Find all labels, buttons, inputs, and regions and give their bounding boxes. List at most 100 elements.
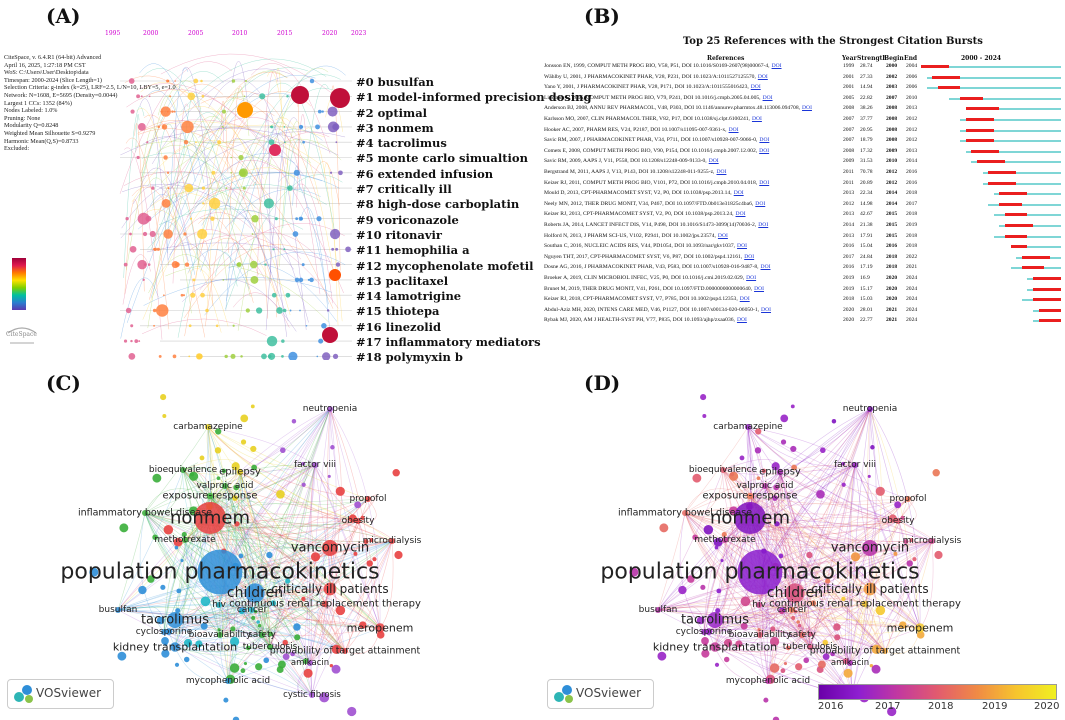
keyword-node-labeled[interactable] bbox=[867, 406, 873, 412]
keyword-node-labeled[interactable] bbox=[170, 642, 180, 652]
keyword-node-labeled[interactable] bbox=[259, 632, 265, 638]
keyword-node-labeled[interactable] bbox=[321, 600, 329, 608]
citation-link bbox=[267, 82, 337, 240]
keyword-node-labeled[interactable] bbox=[225, 678, 231, 684]
citation-link bbox=[173, 122, 177, 171]
doi-link[interactable]: DOI bbox=[736, 317, 747, 324]
keyword-node-labeled[interactable] bbox=[745, 424, 751, 430]
keyword-node-labeled[interactable] bbox=[737, 549, 783, 595]
keyword-node-labeled[interactable] bbox=[862, 540, 878, 556]
doi-link[interactable]: DOI bbox=[759, 147, 770, 154]
doi-link[interactable]: DOI bbox=[750, 84, 761, 91]
keyword-node-labeled[interactable] bbox=[115, 607, 121, 613]
keyword-node-labeled[interactable] bbox=[245, 583, 265, 603]
keyword-node-labeled[interactable] bbox=[734, 502, 766, 534]
keyword-node-labeled[interactable] bbox=[710, 642, 720, 652]
keyword-node-labeled[interactable] bbox=[222, 483, 228, 489]
keyword-node-labeled[interactable] bbox=[217, 632, 223, 638]
doi-link[interactable]: DOI bbox=[754, 285, 765, 292]
keyword-node-labeled[interactable] bbox=[785, 583, 805, 603]
keyword-node-labeled[interactable] bbox=[789, 607, 795, 613]
doi-link[interactable]: DOI bbox=[728, 126, 739, 133]
doi-link[interactable]: DOI bbox=[751, 116, 762, 122]
keyword-node-labeled[interactable] bbox=[142, 510, 148, 516]
reference-node bbox=[238, 168, 248, 178]
keyword-node-labeled[interactable] bbox=[807, 644, 813, 650]
keyword-node-labeled[interactable] bbox=[216, 602, 222, 608]
keyword-node-labeled[interactable] bbox=[720, 467, 726, 473]
doi-link[interactable]: DOI bbox=[717, 232, 728, 239]
keyword-node-labeled[interactable] bbox=[915, 623, 925, 633]
doi-link[interactable]: DOI bbox=[758, 222, 769, 228]
doi-link[interactable]: DOI bbox=[759, 179, 770, 186]
doi-link[interactable]: DOI bbox=[760, 264, 771, 271]
doi-link[interactable]: DOI bbox=[771, 63, 782, 69]
keyword-node-labeled[interactable] bbox=[322, 540, 338, 556]
keyword-node-labeled[interactable] bbox=[861, 600, 869, 608]
keyword-node-labeled[interactable] bbox=[327, 406, 333, 412]
keyword-node-labeled[interactable] bbox=[762, 483, 768, 489]
keyword-node-labeled[interactable] bbox=[167, 612, 183, 628]
keyword-node-labeled[interactable] bbox=[197, 549, 243, 595]
keyword-node-labeled[interactable] bbox=[206, 492, 214, 500]
keyword-node-labeled[interactable] bbox=[722, 537, 728, 543]
keyword-node-labeled[interactable] bbox=[161, 629, 167, 635]
keyword-node-labeled[interactable] bbox=[707, 612, 723, 628]
keyword-node-labeled[interactable] bbox=[249, 607, 255, 613]
doi-link[interactable]: DOI bbox=[739, 296, 750, 303]
keyword-node-labeled[interactable] bbox=[756, 602, 762, 608]
keyword-node-labeled[interactable] bbox=[342, 648, 348, 654]
keyword-node-labeled[interactable] bbox=[312, 462, 318, 468]
keyword-node-labeled[interactable] bbox=[323, 582, 337, 596]
keyword-node-labeled[interactable] bbox=[799, 632, 805, 638]
keyword-node-labeled[interactable] bbox=[701, 629, 707, 635]
keyword-node-labeled[interactable] bbox=[194, 502, 226, 534]
co-occurrence-link bbox=[261, 588, 331, 636]
keyword-node-labeled[interactable] bbox=[776, 468, 784, 476]
doi-link[interactable]: DOI bbox=[761, 306, 771, 313]
keyword-node-labeled[interactable] bbox=[182, 537, 188, 543]
keyword-node-labeled[interactable] bbox=[895, 518, 901, 524]
keyword-node-labeled[interactable] bbox=[375, 623, 385, 633]
keyword-node-labeled[interactable] bbox=[389, 538, 395, 544]
co-occurrence-link bbox=[314, 464, 381, 629]
keyword-node-labeled[interactable] bbox=[746, 492, 754, 500]
keyword-node-labeled[interactable] bbox=[905, 496, 911, 502]
keyword-node-labeled[interactable] bbox=[236, 468, 244, 476]
keyword-node-labeled[interactable] bbox=[765, 678, 771, 684]
keyword-node-labeled[interactable] bbox=[355, 518, 361, 524]
doi-link[interactable]: DOI bbox=[802, 105, 812, 112]
doi-link[interactable]: DOI bbox=[755, 200, 766, 207]
keyword-node bbox=[831, 418, 837, 424]
keyword-node-labeled[interactable] bbox=[307, 660, 313, 666]
doi-link[interactable]: DOI bbox=[757, 73, 768, 80]
keyword-node-labeled[interactable] bbox=[655, 607, 661, 613]
keyword-node-labeled[interactable] bbox=[682, 510, 688, 516]
doi-link[interactable]: DOI bbox=[762, 94, 773, 101]
keyword-node-labeled[interactable] bbox=[205, 424, 211, 430]
co-occurrence-link bbox=[679, 512, 705, 633]
burst-interval bbox=[971, 149, 1000, 153]
keyword-node-labeled[interactable] bbox=[757, 632, 763, 638]
keyword-node bbox=[701, 649, 710, 658]
keyword-node-labeled[interactable] bbox=[267, 644, 273, 650]
keyword-node-labeled[interactable] bbox=[852, 462, 858, 468]
burst-timeline bbox=[926, 87, 1061, 90]
co-occurrence-link bbox=[163, 540, 393, 633]
keyword-node-labeled[interactable] bbox=[929, 538, 935, 544]
doi-link[interactable]: DOI bbox=[746, 275, 757, 281]
doi-link[interactable]: DOI bbox=[759, 137, 770, 144]
keyword-node-labeled[interactable] bbox=[847, 660, 853, 666]
keyword-node-labeled[interactable] bbox=[882, 648, 888, 654]
keyword-node-labeled[interactable] bbox=[309, 692, 315, 698]
doi-link[interactable]: DOI bbox=[708, 158, 719, 165]
doi-link[interactable]: DOI bbox=[716, 169, 727, 175]
doi-link[interactable]: DOI bbox=[737, 243, 747, 250]
doi-link[interactable]: DOI bbox=[733, 190, 744, 197]
keyword-node-labeled[interactable] bbox=[365, 496, 371, 502]
co-occurrence-link bbox=[684, 512, 871, 549]
doi-link[interactable]: DOI bbox=[744, 253, 755, 260]
keyword-node-labeled[interactable] bbox=[863, 582, 877, 596]
keyword-node-labeled[interactable] bbox=[180, 467, 186, 473]
doi-link[interactable]: DOI bbox=[735, 211, 746, 218]
